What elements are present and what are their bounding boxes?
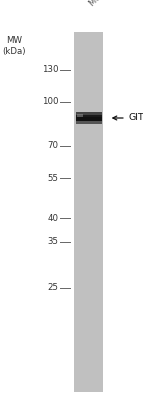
Bar bbox=[74, 164, 103, 176]
Bar bbox=[74, 332, 103, 344]
Bar bbox=[74, 32, 103, 392]
Text: GIT2: GIT2 bbox=[129, 114, 143, 122]
Text: 70: 70 bbox=[48, 142, 59, 150]
Text: 100: 100 bbox=[42, 98, 59, 106]
Bar bbox=[74, 80, 103, 92]
Bar bbox=[74, 272, 103, 284]
Bar bbox=[74, 212, 103, 224]
Bar bbox=[74, 188, 103, 200]
Text: MW
(kDa): MW (kDa) bbox=[3, 36, 26, 56]
Text: 40: 40 bbox=[48, 214, 59, 222]
Bar bbox=[74, 140, 103, 152]
Bar bbox=[77, 114, 83, 118]
Bar bbox=[74, 116, 103, 128]
Text: Mouse spleen: Mouse spleen bbox=[88, 0, 135, 8]
Bar bbox=[74, 68, 103, 80]
Bar bbox=[74, 248, 103, 260]
Bar bbox=[74, 236, 103, 248]
Bar bbox=[74, 200, 103, 212]
Bar bbox=[74, 260, 103, 272]
Text: 55: 55 bbox=[48, 174, 59, 182]
Bar bbox=[74, 92, 103, 104]
Bar bbox=[74, 152, 103, 164]
Bar bbox=[76, 115, 102, 118]
Bar bbox=[74, 284, 103, 296]
Bar bbox=[74, 128, 103, 140]
Bar bbox=[74, 224, 103, 236]
Bar bbox=[76, 118, 102, 121]
Bar bbox=[74, 380, 103, 392]
Bar bbox=[74, 44, 103, 56]
Text: 25: 25 bbox=[48, 284, 59, 292]
Bar bbox=[74, 104, 103, 116]
Bar bbox=[74, 308, 103, 320]
Text: 35: 35 bbox=[48, 238, 59, 246]
Bar bbox=[74, 368, 103, 380]
Bar bbox=[74, 176, 103, 188]
Bar bbox=[74, 56, 103, 68]
Bar bbox=[76, 121, 102, 124]
Text: 130: 130 bbox=[42, 66, 59, 74]
Bar bbox=[74, 356, 103, 368]
Bar bbox=[74, 344, 103, 356]
Bar bbox=[74, 320, 103, 332]
Bar bbox=[74, 32, 103, 44]
Bar bbox=[76, 112, 102, 115]
Bar bbox=[74, 296, 103, 308]
